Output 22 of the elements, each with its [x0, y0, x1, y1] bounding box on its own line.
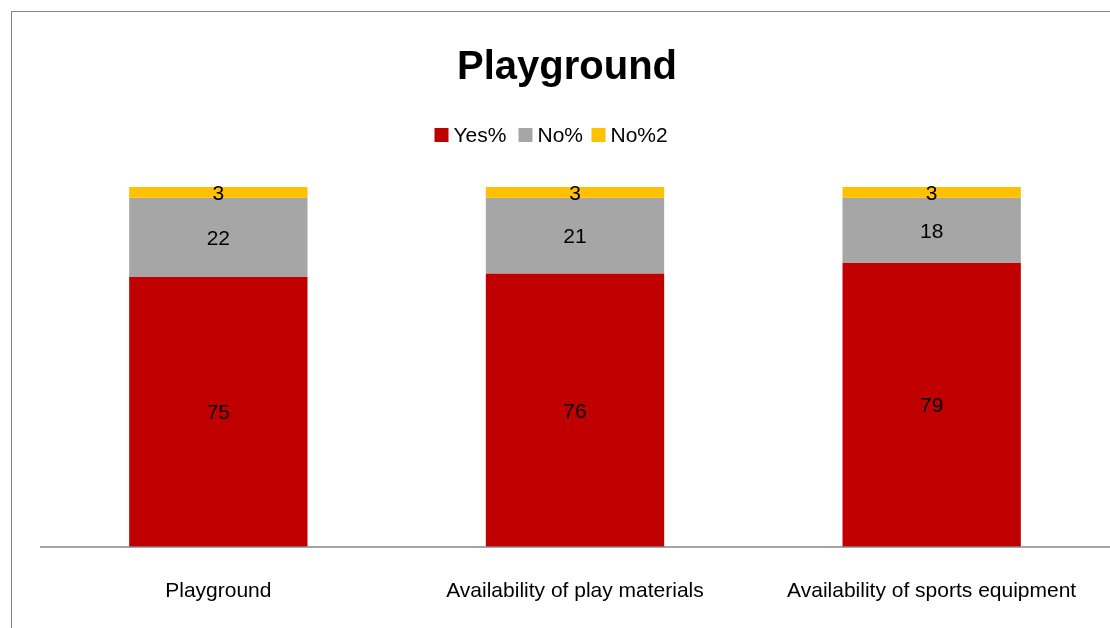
bar: [129, 187, 308, 198]
data-label: 75: [206, 400, 231, 424]
data-label: 3: [212, 180, 225, 204]
x-tick-label: Playground: [165, 578, 272, 601]
legend-label: Yes%: [453, 123, 507, 147]
x-tick-label: Availability of sports equipment: [787, 578, 1077, 601]
bar: [842, 262, 1021, 547]
bar: [129, 277, 308, 547]
bar: [485, 187, 665, 198]
legend-label: No%: [537, 123, 584, 147]
bar: [485, 273, 665, 547]
data-label: 22: [206, 225, 231, 249]
chart-title: Playground: [456, 43, 678, 87]
data-label: 76: [563, 398, 587, 422]
data-label: 21: [563, 223, 587, 247]
data-label: 18: [919, 218, 944, 242]
legend-label: No%2: [610, 123, 668, 147]
x-tick-label: Availability of play materials: [446, 578, 704, 601]
data-label: 3: [569, 180, 581, 204]
data-label: 79: [919, 393, 944, 417]
data-label: 3: [925, 180, 938, 204]
bar: [842, 187, 1021, 198]
